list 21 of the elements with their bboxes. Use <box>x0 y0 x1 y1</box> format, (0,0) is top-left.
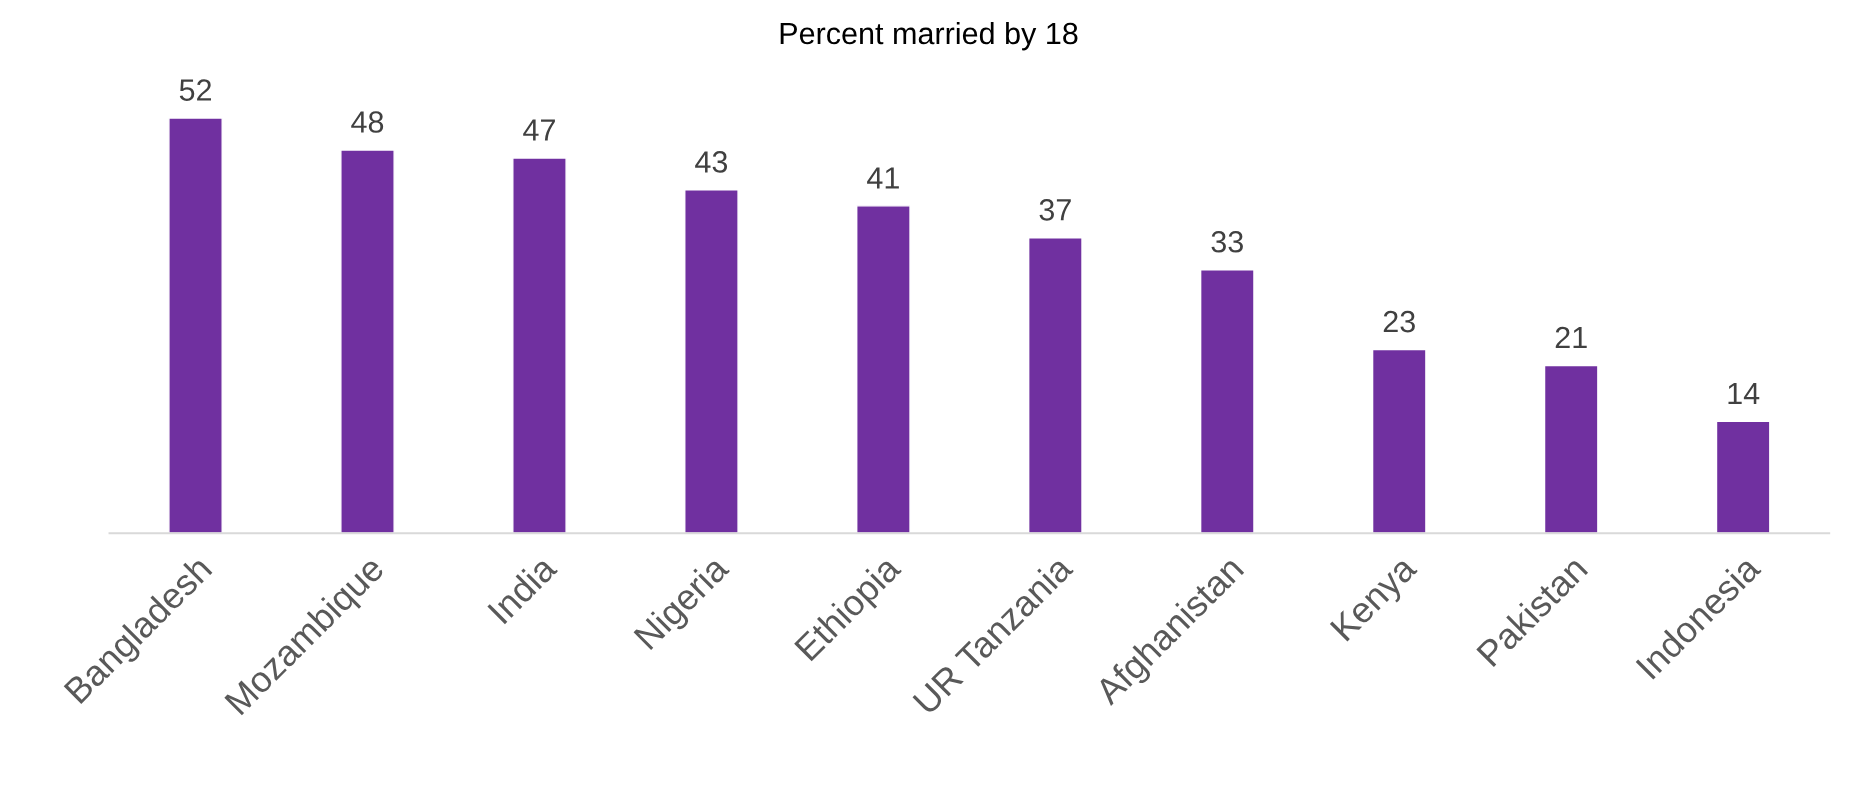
bar <box>1371 348 1427 534</box>
bar <box>512 157 567 534</box>
bar <box>856 205 911 534</box>
data-label: 14 <box>1728 382 1760 404</box>
bar <box>168 117 223 534</box>
bar <box>1199 269 1255 534</box>
bar <box>340 149 395 534</box>
data-label: 43 <box>695 151 728 173</box>
data-label: 21 <box>1555 326 1587 349</box>
data-label: 52 <box>179 79 211 101</box>
data-label: 48 <box>351 111 384 133</box>
data-label: 37 <box>1039 199 1071 221</box>
data-label: 23 <box>1383 310 1415 333</box>
bar <box>1027 237 1083 534</box>
bar <box>684 189 739 534</box>
chart-title: Percent married by 18 <box>780 21 1078 51</box>
bar <box>1543 364 1599 534</box>
data-label: 33 <box>1211 230 1243 253</box>
bar <box>1715 420 1771 534</box>
data-label: 47 <box>523 119 555 141</box>
data-label: 41 <box>867 167 899 189</box>
